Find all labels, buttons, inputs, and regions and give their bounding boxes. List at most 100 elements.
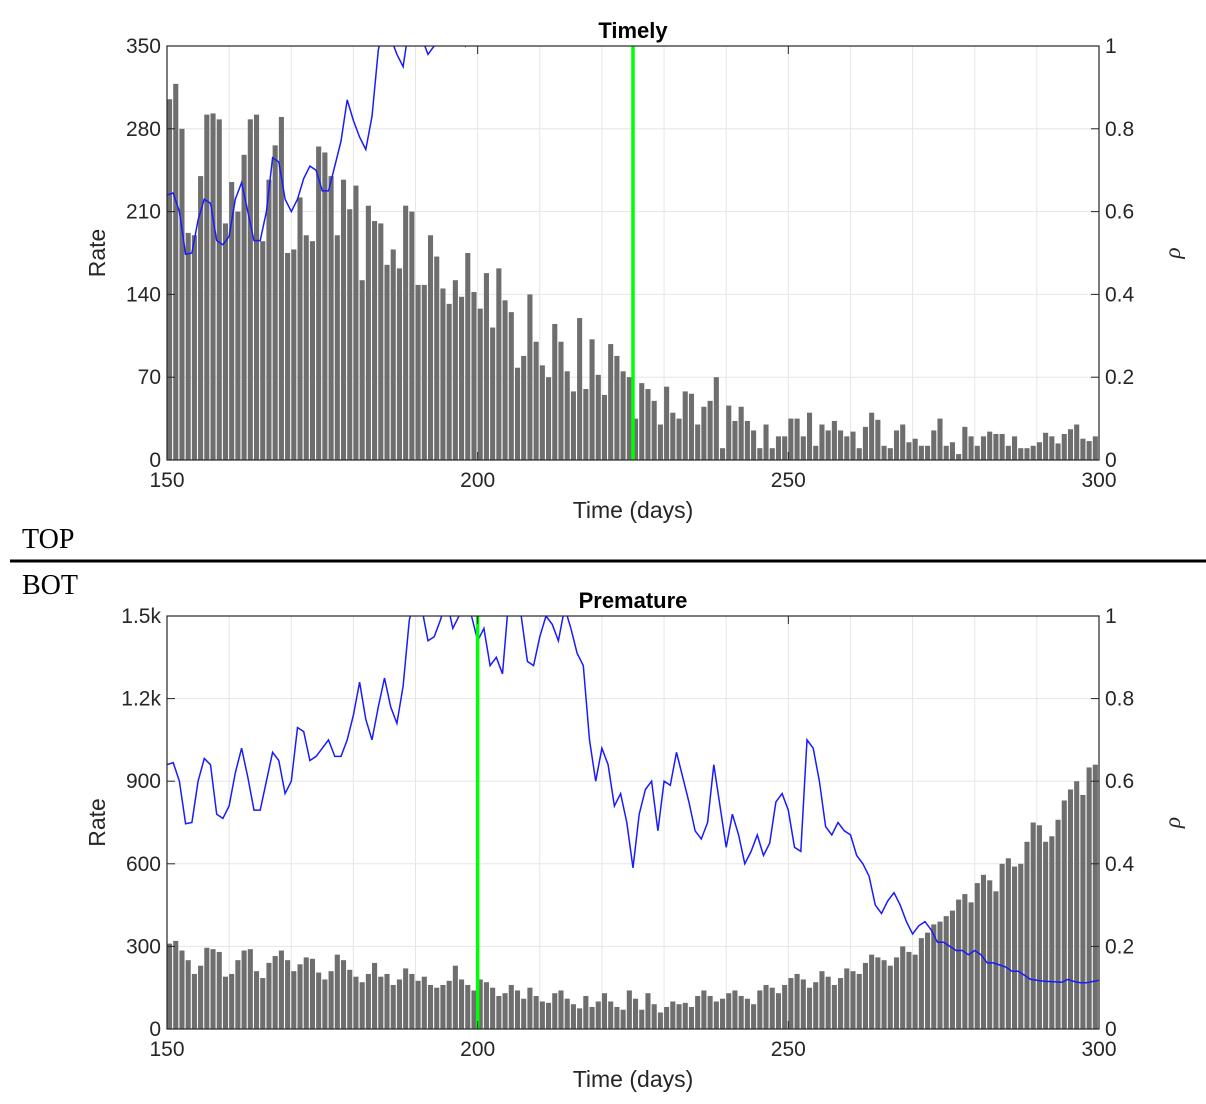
bar — [614, 355, 620, 460]
bar — [490, 987, 496, 1029]
bar — [266, 962, 272, 1029]
bar — [707, 995, 713, 1029]
y2-axis-label: ρ — [1160, 817, 1185, 829]
bar — [626, 990, 632, 1029]
bar — [980, 874, 987, 1029]
bar — [838, 978, 844, 1029]
bar — [340, 960, 347, 1029]
y2-tick-label: 0.2 — [1105, 366, 1134, 389]
y-tick-label: 1.2k — [121, 688, 161, 711]
x-tick-label: 250 — [771, 469, 806, 492]
bar — [328, 971, 334, 1029]
bar — [819, 971, 825, 1029]
bar — [850, 431, 856, 460]
bar — [1061, 800, 1067, 1029]
x-axis-label: Time (days) — [573, 1066, 694, 1092]
bar — [757, 990, 763, 1029]
bar — [167, 943, 173, 1029]
bar — [732, 990, 738, 1029]
y-ticks: 0 300 600 900 1.2k 1.5k — [121, 605, 175, 1041]
bar — [1043, 432, 1049, 460]
bar — [272, 956, 278, 1029]
bar — [1049, 836, 1055, 1029]
bar — [831, 420, 837, 460]
bar — [620, 1009, 626, 1029]
bar — [1049, 436, 1055, 460]
y2-tick-label: 0.6 — [1105, 770, 1134, 793]
y2-tick-label: 0 — [1105, 449, 1117, 472]
bar — [688, 1006, 695, 1029]
bar — [862, 426, 868, 460]
bar — [297, 964, 303, 1029]
bar — [1092, 764, 1098, 1029]
bar — [1067, 789, 1074, 1029]
bar — [483, 273, 489, 460]
bar — [285, 960, 291, 1029]
bar — [968, 902, 974, 1029]
bar — [887, 448, 893, 460]
bar — [993, 433, 999, 460]
bar — [496, 995, 502, 1029]
bar — [931, 430, 937, 460]
bar — [421, 284, 427, 460]
bar — [869, 954, 875, 1029]
bar — [918, 445, 924, 460]
bar — [589, 1006, 595, 1029]
bar — [757, 448, 763, 460]
bar — [987, 431, 993, 460]
bar — [1043, 841, 1049, 1029]
bar — [974, 445, 980, 460]
bar — [179, 128, 185, 460]
bar — [676, 1004, 682, 1029]
bar — [701, 990, 707, 1029]
bar — [577, 1008, 583, 1029]
bar — [844, 436, 850, 460]
bar — [396, 268, 402, 460]
bar — [844, 968, 850, 1029]
bar — [521, 998, 527, 1029]
y2-tick-label: 0.4 — [1105, 853, 1135, 876]
bar — [806, 412, 813, 460]
bar — [856, 973, 862, 1029]
bar — [322, 152, 328, 460]
bar — [409, 973, 415, 1029]
bar — [1074, 781, 1080, 1029]
bar — [328, 176, 334, 460]
bar — [384, 973, 390, 1029]
bar — [769, 987, 775, 1029]
bar — [477, 308, 483, 460]
bar — [340, 179, 347, 460]
rho-line — [167, 616, 1099, 984]
bar — [347, 209, 353, 460]
bar — [825, 430, 831, 460]
bar — [260, 978, 266, 1029]
bar — [378, 976, 384, 1029]
x-ticks: 150 200 250 300 — [149, 616, 1117, 1061]
bar — [968, 436, 974, 460]
bar — [278, 950, 284, 1029]
x-tick-label: 250 — [771, 1038, 806, 1061]
bar — [782, 984, 788, 1029]
bar — [1055, 819, 1061, 1029]
bar — [1012, 436, 1018, 460]
bar — [508, 984, 514, 1029]
bar — [216, 119, 222, 460]
bar — [707, 400, 713, 460]
y2-tick-label: 0.4 — [1105, 283, 1135, 306]
bar — [769, 448, 775, 460]
bar — [415, 284, 421, 460]
bar — [266, 179, 272, 460]
bar — [813, 982, 819, 1029]
x-ticks: 150 200 250 300 — [149, 46, 1117, 492]
bar — [577, 318, 583, 460]
y2-tick-label: 0.2 — [1105, 935, 1134, 958]
bar — [353, 976, 359, 1029]
bar — [751, 1004, 757, 1029]
chart-premature: 150 200 250 30003006009001.2k1.5k00.20.40.6… — [84, 588, 1185, 1092]
y2-ticks: 0 0.2 0.4 0.6 0.8 1 — [1091, 35, 1135, 472]
bar — [427, 984, 434, 1029]
bar — [856, 448, 862, 460]
bar — [322, 979, 328, 1029]
bar — [334, 235, 340, 460]
bar — [881, 445, 887, 460]
